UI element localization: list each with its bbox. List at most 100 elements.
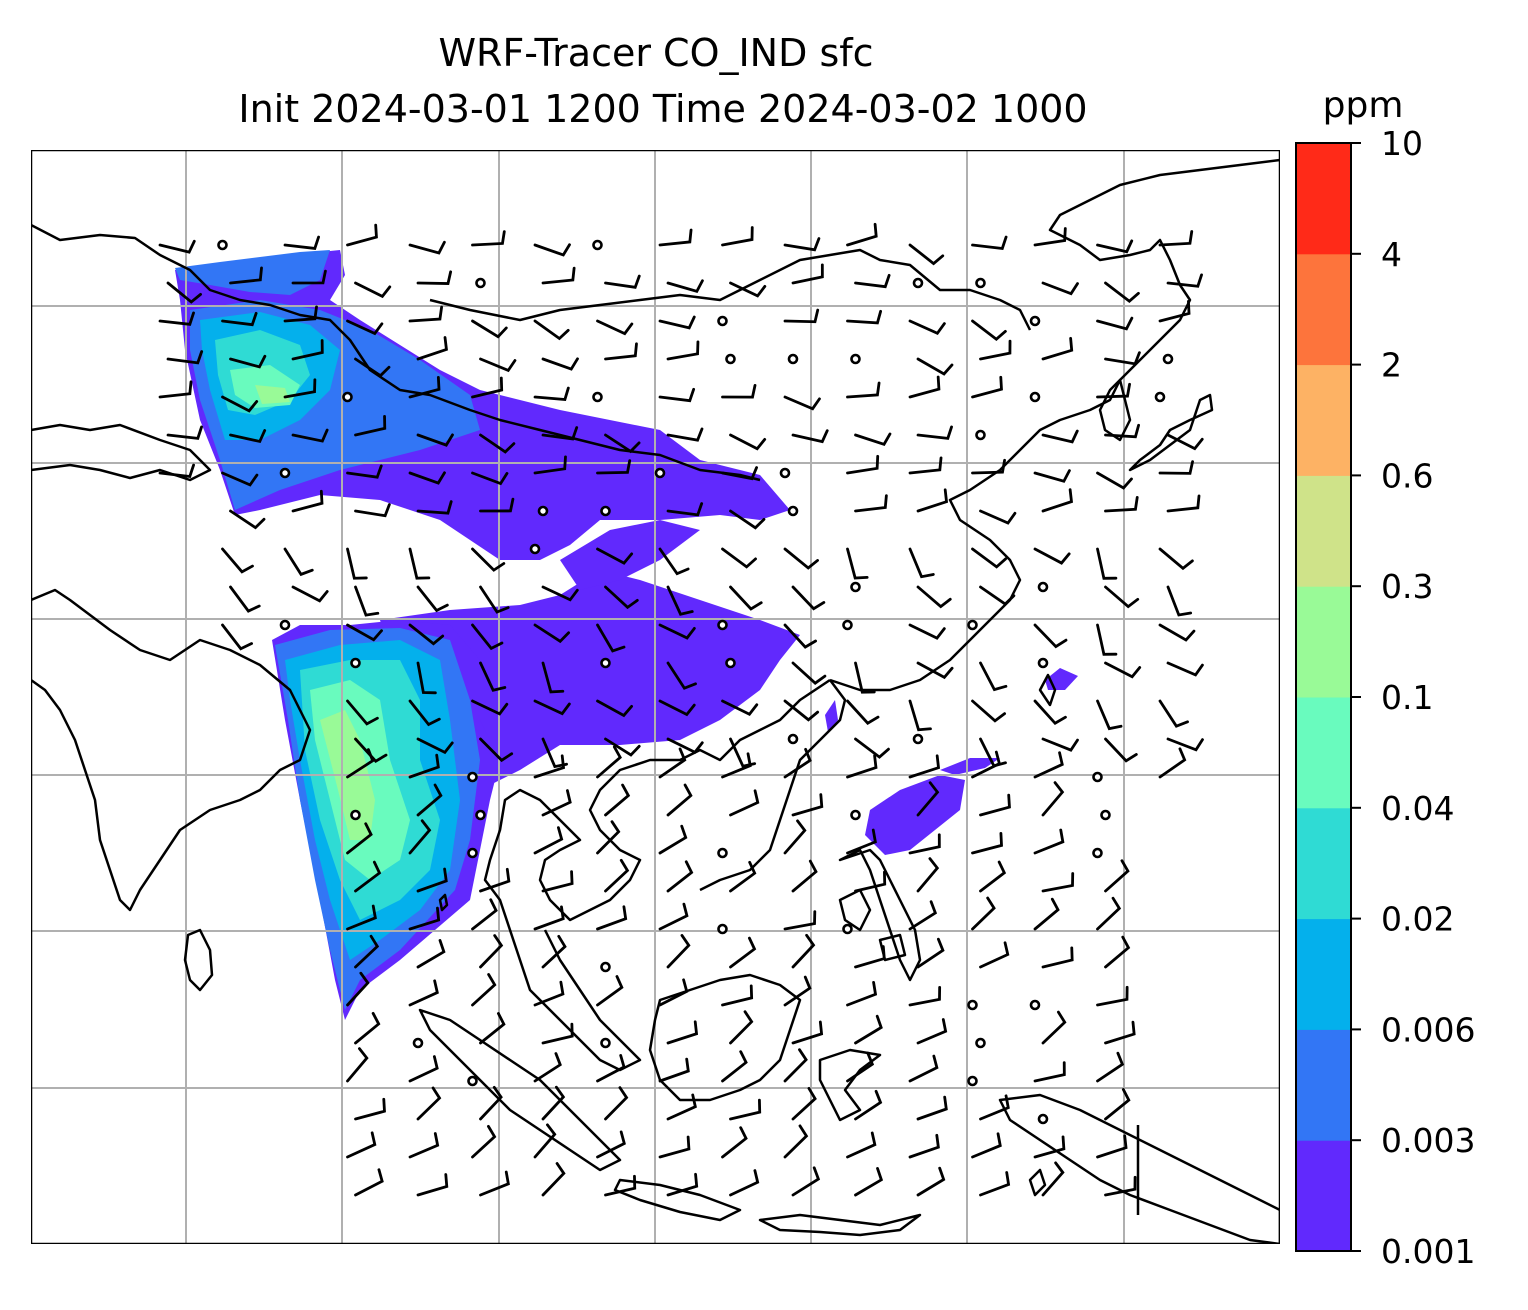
wind-barb: [979, 1171, 1011, 1197]
calm-wind-circle: [725, 353, 736, 365]
wind-barb: [346, 748, 375, 779]
calm-wind-circle: [967, 999, 978, 1011]
wind-barb: [1104, 351, 1141, 366]
colorbar-tick-label: 0.1: [1381, 678, 1433, 717]
central-asia-strip: [175, 250, 330, 295]
wind-barb: [158, 380, 193, 399]
wind-barb: [346, 464, 383, 479]
wind-barb: [1158, 623, 1196, 642]
calm-wind-circle: [787, 733, 799, 745]
calm-wind-circle: [725, 657, 736, 669]
wind-barb: [658, 228, 693, 247]
wind-barb: [1033, 547, 1071, 565]
wind-barb: [729, 789, 760, 817]
calm-wind-circle: [842, 923, 853, 935]
calm-wind-circle: [912, 277, 924, 289]
calm-wind-circle: [1037, 657, 1049, 669]
wind-barb: [658, 1057, 690, 1083]
indochina-coastline: [483, 678, 831, 1072]
wind-barb: [1033, 897, 1060, 931]
calm-wind-circle: [850, 581, 861, 593]
wind-barb: [158, 463, 195, 478]
java-coastline: [613, 1178, 742, 1222]
wind-barb: [604, 858, 630, 893]
wind-barb: [479, 357, 517, 373]
calm-wind-circle: [654, 467, 666, 479]
wind-barb: [721, 699, 759, 716]
wind-barb: [416, 500, 453, 515]
colorbar-swatch: [1296, 1029, 1351, 1141]
wind-barb: [166, 425, 203, 440]
wind-barb: [1096, 896, 1122, 931]
vietnam-coast-plume: [825, 700, 838, 732]
wind-barb: [783, 699, 820, 722]
wind-barb: [221, 471, 259, 487]
wind-barb: [541, 661, 565, 694]
wind-barb: [1104, 859, 1130, 893]
wind-barb: [533, 980, 565, 1007]
wind-barb: [1033, 1061, 1066, 1083]
wind-barb: [1041, 429, 1079, 444]
calm-wind-circle: [350, 809, 361, 821]
wind-barb: [666, 1020, 699, 1045]
colorbar-tick-label: 0.04: [1381, 789, 1454, 828]
wind-barb: [541, 870, 574, 893]
wind-barb: [846, 309, 883, 325]
wind-barb: [354, 503, 391, 518]
wind-barb: [783, 395, 821, 411]
wind-barb: [408, 699, 441, 727]
wind-barb: [783, 237, 821, 252]
wind-barb: [854, 1089, 883, 1121]
wind-barb: [846, 1131, 877, 1159]
wind-barb: [471, 898, 498, 931]
wind-barb: [971, 319, 1007, 342]
wind-barb: [908, 547, 935, 579]
colorbar-swatch: [1296, 253, 1351, 366]
wind-barb: [408, 305, 443, 323]
calm-wind-circle: [279, 467, 291, 479]
wind-barb: [479, 433, 516, 454]
calm-wind-circle: [967, 1075, 978, 1087]
wind-barb: [721, 1126, 748, 1159]
wind-barb: [721, 226, 754, 247]
wind-barb: [416, 270, 453, 285]
wind-barb: [1033, 469, 1071, 483]
wind-barb: [1158, 747, 1187, 779]
wind-barb: [791, 585, 826, 611]
calm-wind-circle: [1092, 771, 1103, 783]
wind-barb: [1096, 623, 1118, 656]
wind-barb: [1096, 239, 1134, 254]
calm-wind-circle: [842, 619, 853, 631]
wind-barb: [1033, 828, 1065, 855]
wind-barb: [908, 375, 941, 399]
wind-barb: [471, 699, 509, 716]
calm-wind-circle: [1029, 391, 1041, 403]
wind-barb: [541, 1022, 574, 1045]
wind-barb: [416, 1173, 449, 1197]
wind-barb: [1096, 1134, 1128, 1159]
wind-barb: [533, 455, 567, 475]
wind-barb: [791, 263, 824, 285]
colorbar-tick-label: 0.3: [1381, 567, 1433, 606]
wind-barb: [346, 547, 368, 580]
wind-barb: [658, 902, 689, 931]
wind-barb: [541, 1162, 566, 1197]
wind-barb: [596, 459, 632, 475]
wind-barb: [596, 905, 628, 931]
wind-barb: [354, 414, 387, 437]
wind-barb: [354, 934, 380, 969]
wind-barb: [1166, 494, 1201, 513]
wind-barb: [658, 623, 696, 640]
wind-barb: [346, 904, 377, 931]
wind-barb: [1096, 699, 1123, 731]
wind-barb: [596, 319, 634, 336]
wind-barb: [783, 910, 817, 931]
wind-barb: [1104, 1020, 1136, 1045]
wind-barb: [1041, 281, 1079, 296]
wind-barb: [1041, 737, 1079, 752]
wind-barb: [916, 937, 945, 969]
wind-barb: [658, 824, 688, 855]
calm-wind-circle: [1092, 847, 1103, 859]
wind-barb: [1104, 737, 1138, 763]
wind-barb: [221, 395, 259, 413]
